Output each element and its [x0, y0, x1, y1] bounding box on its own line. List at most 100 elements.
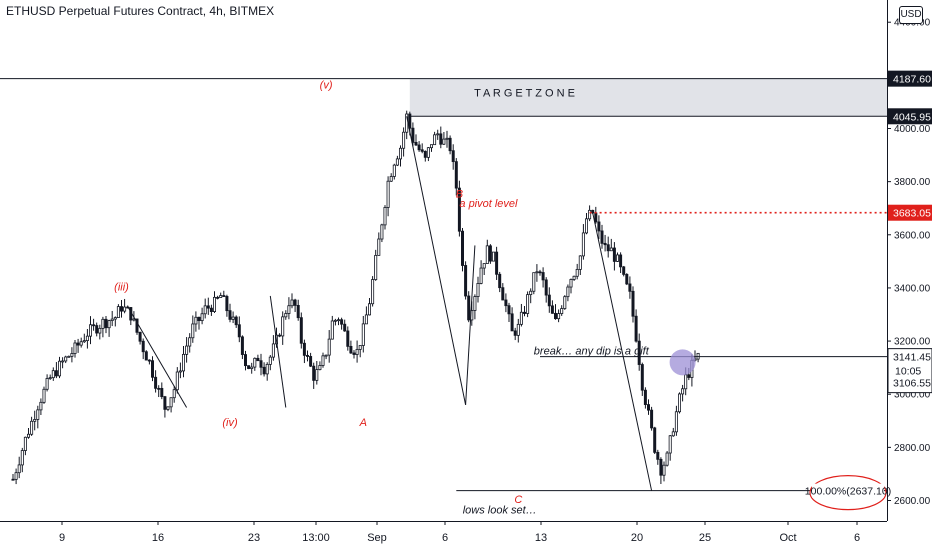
wave-trend-line: [592, 212, 653, 491]
y-tick-label: 2600.00: [894, 496, 931, 507]
candle: [76, 342, 80, 346]
candle: [30, 420, 34, 435]
candle: [538, 271, 542, 274]
candle: [532, 272, 536, 292]
candle: [383, 207, 387, 226]
candle: [240, 336, 244, 355]
candle: [674, 411, 678, 433]
candle: [377, 238, 381, 256]
candle: [473, 296, 477, 311]
candle: [216, 296, 220, 299]
candle: [361, 323, 365, 346]
x-tick-label: 16: [152, 532, 164, 544]
candle: [54, 370, 58, 377]
candle: [557, 313, 561, 320]
x-tick-label: 25: [699, 532, 711, 544]
candle: [123, 306, 127, 312]
candle: [188, 337, 192, 347]
candle: [64, 356, 68, 362]
candle: [228, 310, 232, 320]
candle: [287, 305, 291, 314]
candle: [572, 275, 576, 280]
currency-unit-button[interactable]: USD: [899, 6, 923, 24]
price-label-target-top: 4187.60: [893, 74, 931, 86]
candle: [203, 305, 207, 315]
candle: [169, 397, 173, 408]
target-ellipse: [809, 475, 887, 511]
price-label-target-bottom-bg: [888, 108, 932, 125]
candle: [600, 230, 604, 244]
candle: [104, 318, 108, 329]
candle: [20, 450, 24, 466]
candle: [364, 314, 368, 325]
candle: [175, 371, 179, 391]
candle: [563, 296, 567, 309]
candle: [33, 419, 37, 422]
y-tick-label: 3600.00: [894, 230, 931, 241]
candle: [209, 307, 213, 312]
chart-title: ETHUSD Perpetual Futures Contract, 4h, B…: [6, 4, 275, 18]
y-tick-label: 3800.00: [894, 177, 931, 188]
candle: [110, 318, 114, 321]
candle: [411, 127, 415, 143]
candle: [247, 365, 251, 369]
candle: [11, 478, 15, 481]
candle: [113, 317, 117, 320]
candle: [259, 360, 263, 368]
candle: [668, 435, 672, 454]
candle: [640, 364, 644, 391]
candle: [408, 113, 412, 129]
candle: [467, 295, 471, 321]
x-tick-label: Oct: [779, 532, 796, 544]
candle: [433, 134, 437, 146]
x-tick-label: 6: [442, 532, 448, 544]
candle: [460, 230, 464, 266]
candle: [262, 366, 266, 375]
candle: [265, 363, 269, 375]
candle: [544, 279, 548, 296]
candle: [485, 245, 489, 264]
candle: [436, 133, 440, 136]
candle: [95, 325, 99, 334]
breakout-highlight: [669, 349, 696, 376]
candle: [541, 272, 545, 281]
candle: [529, 290, 533, 296]
candle: [603, 242, 607, 246]
candle: [330, 320, 334, 340]
candle: [23, 436, 27, 451]
candle: [107, 320, 111, 329]
candle: [591, 209, 595, 214]
candle: [417, 144, 421, 151]
x-tick-label: 20: [631, 532, 643, 544]
candle: [150, 360, 154, 378]
x-tick-label: 23: [248, 532, 260, 544]
candle: [318, 365, 322, 370]
candle: [523, 311, 527, 314]
candle: [284, 313, 288, 318]
candle: [343, 323, 347, 332]
y-tick-label: 3000.00: [894, 390, 931, 401]
candle: [495, 251, 499, 275]
candle: [516, 323, 520, 336]
candle: [160, 387, 164, 398]
wave-label: A: [359, 417, 367, 429]
candle: [163, 396, 167, 410]
candle: [333, 319, 337, 322]
candle: [45, 378, 49, 390]
candle: [346, 330, 350, 347]
price-label-pivot-bg: [888, 204, 932, 221]
candle: [321, 355, 325, 366]
candle: [423, 150, 427, 158]
candle: [678, 393, 682, 413]
candle: [687, 374, 691, 378]
candle: [371, 279, 375, 305]
candle: [479, 267, 483, 284]
candle: [507, 305, 511, 315]
candle: [498, 273, 502, 289]
candle: [526, 294, 530, 314]
candle: [389, 176, 393, 182]
price-label-pivot: 3683.05: [893, 208, 931, 220]
candle: [305, 354, 309, 357]
candle: [296, 304, 300, 319]
